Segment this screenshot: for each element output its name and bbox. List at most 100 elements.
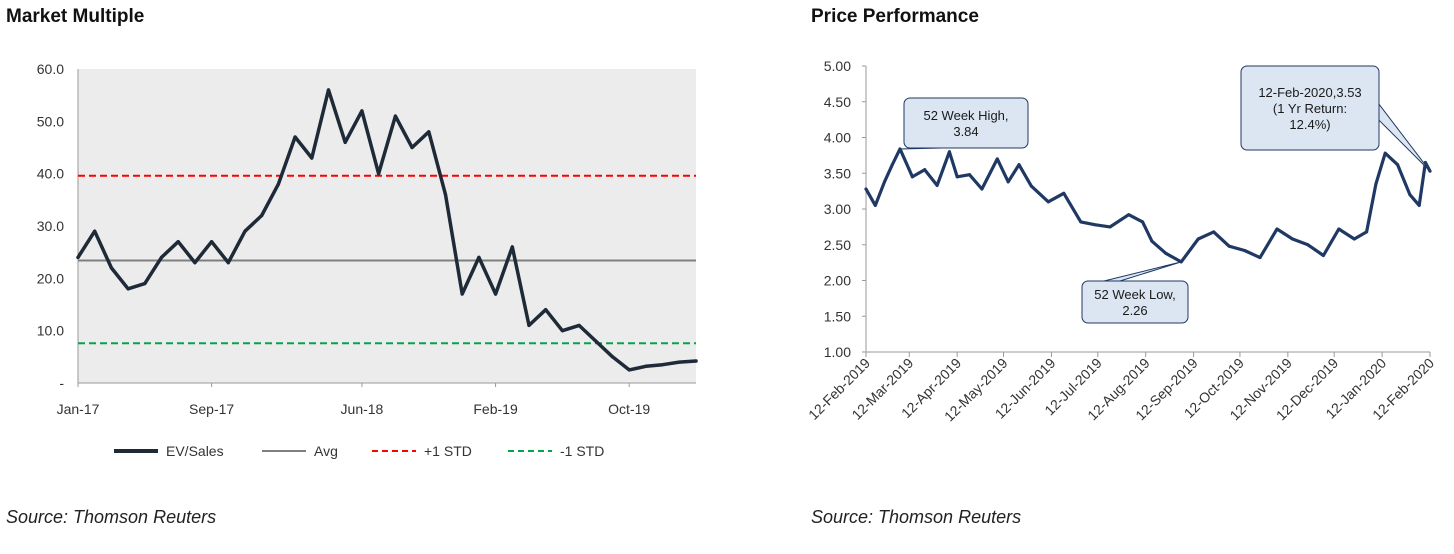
y-tick-label: 5.00 — [824, 58, 851, 74]
y-tick-label: 1.50 — [824, 308, 851, 324]
y-tick-label: 1.00 — [824, 344, 851, 360]
data-point — [377, 172, 381, 176]
data-point — [243, 229, 247, 233]
data-point — [968, 173, 972, 177]
data-point — [1374, 182, 1378, 186]
data-point — [923, 168, 927, 172]
annotation-callout: 52 Week High,3.84 — [899, 97, 1029, 150]
y-tick-label: 2.00 — [824, 273, 851, 289]
callout-box — [903, 97, 1029, 149]
data-point — [1396, 163, 1400, 167]
data-point — [560, 329, 564, 333]
y-tick-label: 60.0 — [37, 61, 64, 77]
annotation-callout: 12-Feb-2020,3.53(1 Yr Return:12.4%) — [1240, 65, 1431, 172]
data-point — [210, 240, 214, 244]
data-point — [493, 292, 498, 296]
data-point — [410, 145, 414, 150]
callout-text: (1 Yr Return: — [1273, 101, 1347, 116]
data-point — [1029, 184, 1033, 188]
data-point — [995, 157, 999, 161]
x-tick-label: Jun-18 — [341, 401, 384, 417]
data-point — [883, 180, 887, 184]
data-point — [1321, 253, 1325, 257]
data-point — [1306, 243, 1310, 247]
data-point — [1212, 230, 1216, 234]
data-point — [360, 109, 364, 113]
data-point — [477, 255, 481, 259]
data-point — [1290, 237, 1294, 241]
source-note: Source: Thomson Reuters — [6, 507, 217, 527]
source-note: Source: Thomson Reuters — [811, 507, 1022, 527]
data-point — [1243, 248, 1247, 252]
data-point — [1108, 225, 1112, 229]
data-point — [873, 203, 877, 207]
annotation-callout: 52 Week Low,2.26 — [1081, 261, 1189, 324]
data-point — [898, 147, 902, 151]
data-point — [1017, 163, 1021, 167]
callout-box — [1081, 280, 1189, 324]
data-point — [644, 364, 648, 368]
y-tick-label: 30.0 — [37, 218, 64, 234]
y-tick-label: - — [59, 375, 64, 391]
data-point — [159, 255, 164, 259]
data-point — [293, 135, 297, 139]
callout-text: 52 Week Low, — [1094, 287, 1175, 302]
callout-box — [1240, 65, 1380, 151]
price-performance-panel: Price Performance 1.00 1.50 2.00 2.50 3.00 3.… — [800, 0, 1454, 554]
data-point — [460, 292, 464, 296]
data-point — [443, 193, 448, 197]
data-point — [910, 175, 914, 179]
data-point — [527, 323, 531, 328]
y-tick-label: 20.0 — [37, 270, 64, 286]
chart-title: Price Performance — [811, 6, 979, 27]
data-point — [510, 245, 514, 249]
callout-pointer — [1378, 102, 1431, 172]
data-point — [544, 308, 548, 312]
data-point — [1408, 193, 1412, 197]
data-point — [955, 175, 959, 179]
data-point — [1258, 256, 1262, 260]
callout-text: 3.84 — [953, 124, 978, 139]
data-point — [980, 187, 984, 191]
data-point — [1006, 180, 1010, 184]
data-point — [1227, 244, 1231, 248]
data-point — [260, 213, 264, 218]
data-point — [193, 261, 197, 265]
data-point — [1079, 220, 1083, 224]
chart-title: Market Multiple — [6, 6, 145, 27]
data-point — [594, 339, 598, 343]
data-point — [1062, 191, 1066, 195]
y-tick-label: 2.50 — [824, 237, 851, 253]
data-point — [577, 323, 581, 328]
data-point — [143, 281, 147, 286]
y-tick-label: 10.0 — [37, 323, 64, 339]
y-tick-label: 4.50 — [824, 94, 851, 110]
x-tick-label: Jan-17 — [57, 401, 100, 417]
data-point — [93, 229, 97, 233]
data-point — [660, 363, 665, 367]
callout-text: 52 Week High, — [923, 108, 1008, 123]
data-point — [1141, 220, 1145, 224]
y-tick-label: 40.0 — [37, 166, 64, 182]
series-line-ev-sales — [76, 88, 698, 372]
data-point — [694, 359, 698, 363]
x-tick-label: Sep-17 — [189, 401, 234, 417]
data-point — [126, 287, 130, 291]
data-point — [343, 140, 347, 144]
x-tick-label: Feb-19 — [473, 401, 518, 417]
data-point — [947, 150, 951, 154]
data-point — [1046, 200, 1050, 204]
y-tick-label: 3.00 — [824, 201, 851, 217]
data-point — [864, 187, 868, 191]
data-point — [1127, 213, 1131, 217]
series-line-price — [864, 147, 1432, 264]
data-point — [627, 368, 631, 372]
data-point — [1093, 223, 1097, 227]
price-performance-chart: 1.00 1.50 2.00 2.50 3.00 3.50 4.00 4.50 5.00 12-F… — [805, 58, 1437, 424]
data-point — [1383, 151, 1387, 155]
data-point — [935, 183, 939, 187]
y-tick-label: 4.00 — [824, 130, 851, 146]
legend-label: Avg — [314, 443, 338, 459]
data-point — [326, 88, 331, 92]
data-point — [1150, 239, 1154, 243]
